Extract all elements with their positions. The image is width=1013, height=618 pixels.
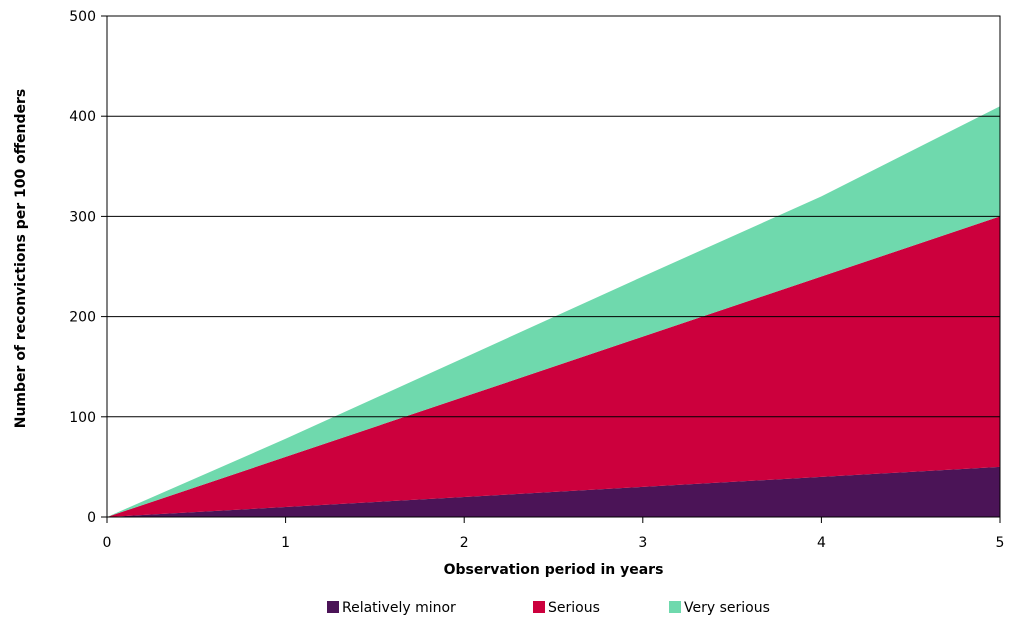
x-tick-label-2: 2 xyxy=(460,535,469,551)
legend-label-1: Serious xyxy=(548,600,600,616)
legend-swatch-2 xyxy=(669,601,681,613)
x-tick-label-1: 1 xyxy=(281,535,290,551)
x-axis-title: Observation period in years xyxy=(444,562,664,578)
gridlines xyxy=(107,115,1000,418)
x-axis-ticks: 0 1 2 3 4 5 xyxy=(103,517,1005,551)
area-series-group xyxy=(107,106,1000,517)
legend: Relatively minor Serious Very serious xyxy=(327,600,770,616)
y-tick-label-0: 0 xyxy=(87,510,96,526)
legend-label-2: Very serious xyxy=(684,600,770,616)
y-tick-label-2: 200 xyxy=(69,310,96,326)
y-tick-label-1: 100 xyxy=(69,410,96,426)
x-tick-label-3: 3 xyxy=(638,535,647,551)
x-tick-label-0: 0 xyxy=(103,535,112,551)
y-tick-label-4: 400 xyxy=(69,109,96,125)
legend-swatch-1 xyxy=(533,601,545,613)
area-series-1 xyxy=(107,216,1000,517)
plot-frame xyxy=(106,15,1001,518)
area-series-0 xyxy=(107,466,1000,517)
legend-label-0: Relatively minor xyxy=(342,600,456,616)
legend-swatch-0 xyxy=(327,601,339,613)
x-tick-label-4: 4 xyxy=(817,535,826,551)
y-axis-ticks: 0 100 200 300 400 500 xyxy=(69,9,107,526)
y-tick-label-3: 300 xyxy=(69,209,96,225)
x-tick-label-5: 5 xyxy=(996,535,1005,551)
y-tick-label-5: 500 xyxy=(69,9,96,25)
y-axis-title: Number of reconvictions per 100 offender… xyxy=(13,89,29,429)
